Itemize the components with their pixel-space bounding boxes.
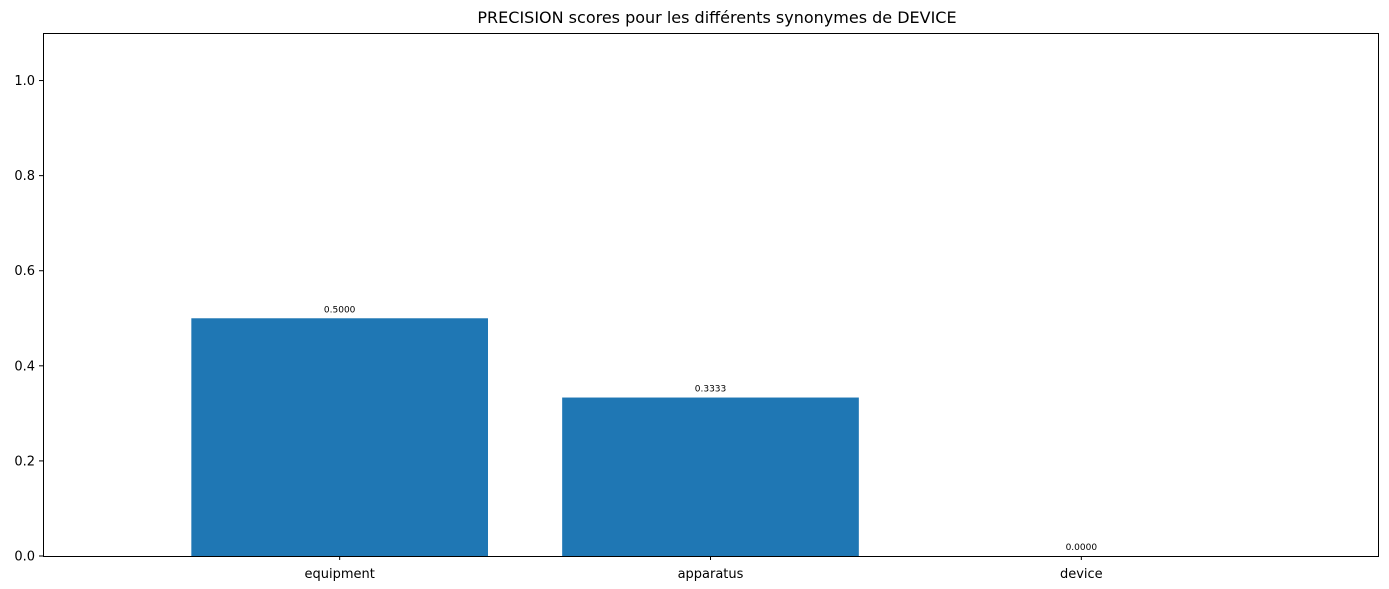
data-label-apparatus: 0.3333: [695, 385, 727, 395]
x-tick-label-device: device: [1060, 567, 1103, 582]
bar-apparatus: [562, 397, 859, 556]
data-label-device: 0.0000: [1066, 543, 1098, 553]
y-tick-label: 0.8: [14, 169, 35, 184]
plot-frame: [43, 33, 1379, 557]
y-tick-label: 0.2: [14, 454, 35, 469]
y-tick-label: 0.4: [14, 359, 35, 374]
data-labels-group: 0.5000 0.3333 0.0000: [324, 305, 1097, 553]
bars-group: [191, 318, 859, 556]
data-label-equipment: 0.5000: [324, 305, 356, 315]
chart-title: PRECISION scores pour les différents syn…: [477, 8, 956, 27]
x-axis: equipment apparatus device: [304, 556, 1103, 582]
x-tick-label-equipment: equipment: [304, 567, 374, 582]
bar-equipment: [191, 318, 489, 556]
y-tick-label: 0.0: [14, 550, 35, 565]
y-tick-label: 1.0: [14, 74, 35, 89]
y-tick-label: 0.6: [14, 264, 35, 279]
x-tick-label-apparatus: apparatus: [678, 567, 744, 582]
y-axis: 0.0 0.2 0.4 0.6 0.8 1.0: [14, 74, 43, 565]
